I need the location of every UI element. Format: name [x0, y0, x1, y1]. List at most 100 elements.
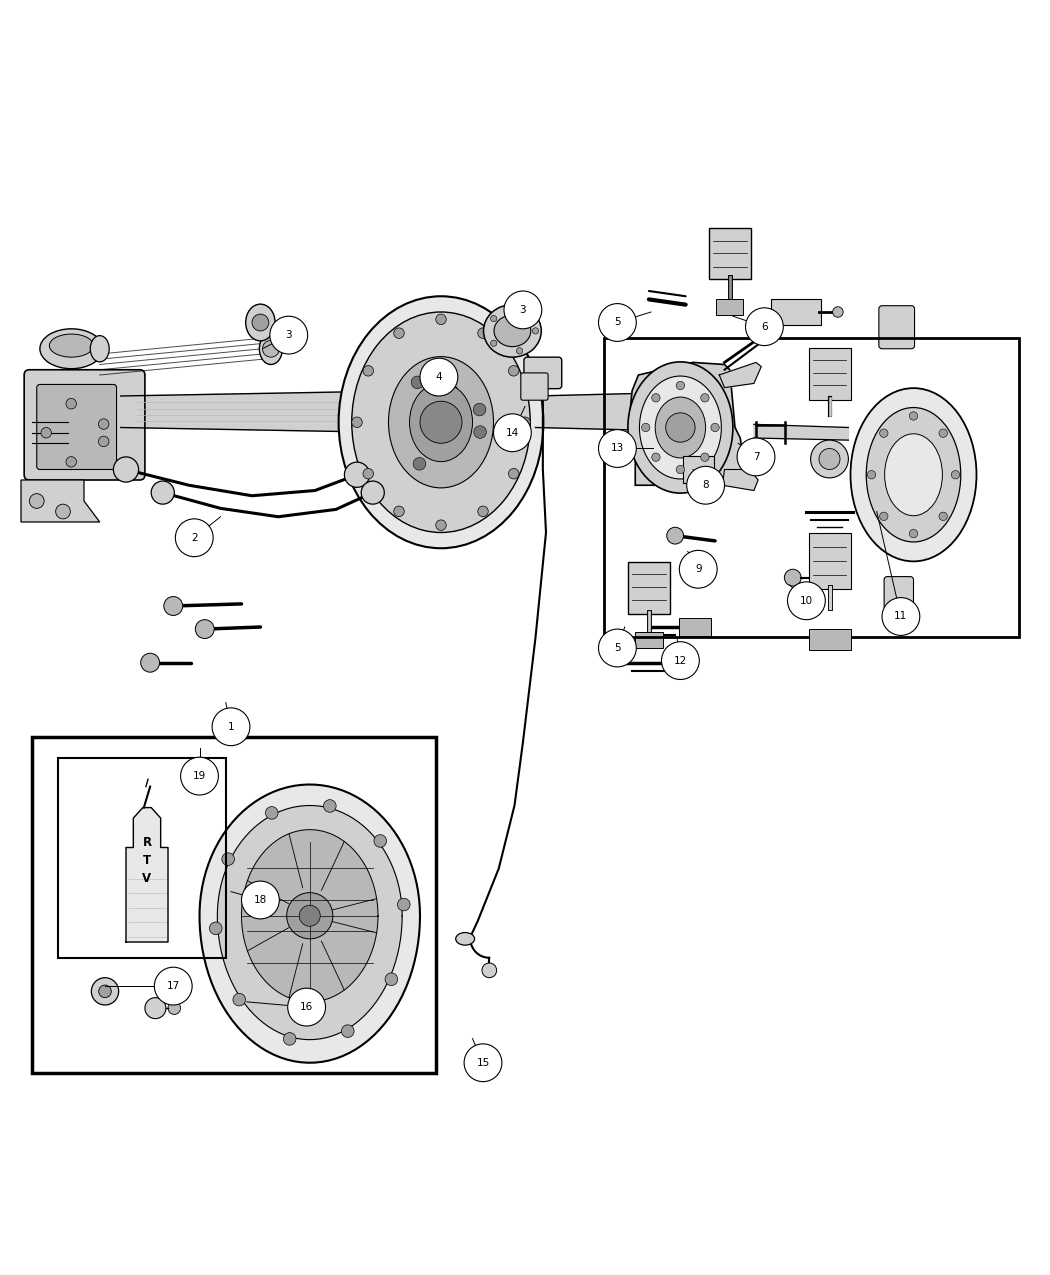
Circle shape — [939, 513, 947, 520]
Circle shape — [662, 641, 699, 680]
Text: 11: 11 — [895, 612, 907, 621]
Circle shape — [287, 892, 333, 938]
Circle shape — [811, 440, 848, 478]
Circle shape — [363, 468, 374, 479]
Circle shape — [233, 993, 246, 1006]
Circle shape — [642, 423, 650, 432]
Circle shape — [436, 520, 446, 530]
Text: V: V — [143, 872, 151, 886]
Circle shape — [266, 807, 278, 820]
Circle shape — [374, 835, 386, 848]
Ellipse shape — [90, 335, 109, 362]
Circle shape — [212, 708, 250, 746]
Ellipse shape — [639, 376, 721, 479]
Circle shape — [867, 470, 876, 479]
FancyBboxPatch shape — [24, 370, 145, 479]
Ellipse shape — [456, 932, 475, 945]
Circle shape — [880, 428, 888, 437]
Circle shape — [652, 394, 660, 402]
Circle shape — [344, 462, 370, 487]
Ellipse shape — [352, 312, 530, 533]
Ellipse shape — [49, 334, 93, 357]
Circle shape — [882, 598, 920, 635]
Text: 7: 7 — [753, 451, 759, 462]
Polygon shape — [21, 479, 100, 521]
Circle shape — [700, 453, 709, 462]
Circle shape — [490, 340, 497, 347]
Circle shape — [352, 417, 362, 427]
FancyBboxPatch shape — [808, 348, 850, 400]
FancyBboxPatch shape — [37, 385, 117, 469]
Circle shape — [284, 1033, 296, 1045]
Circle shape — [394, 328, 404, 338]
Circle shape — [598, 430, 636, 468]
Circle shape — [788, 581, 825, 620]
Circle shape — [341, 1025, 354, 1038]
Ellipse shape — [628, 362, 733, 493]
Circle shape — [784, 569, 801, 586]
Polygon shape — [242, 830, 378, 1002]
Circle shape — [222, 853, 234, 866]
Circle shape — [141, 653, 160, 672]
FancyBboxPatch shape — [628, 562, 670, 615]
FancyBboxPatch shape — [635, 632, 663, 648]
Circle shape — [113, 456, 139, 482]
Circle shape — [532, 328, 539, 334]
Ellipse shape — [494, 315, 530, 347]
Polygon shape — [722, 469, 758, 491]
FancyBboxPatch shape — [808, 533, 850, 589]
Circle shape — [323, 799, 336, 812]
Ellipse shape — [246, 305, 275, 340]
FancyBboxPatch shape — [709, 228, 751, 279]
Circle shape — [951, 470, 960, 479]
Text: 12: 12 — [674, 655, 687, 666]
FancyBboxPatch shape — [808, 629, 850, 650]
Circle shape — [482, 963, 497, 978]
Circle shape — [66, 456, 77, 467]
Circle shape — [478, 506, 488, 516]
Text: R: R — [143, 835, 151, 849]
Circle shape — [517, 348, 523, 354]
Circle shape — [195, 620, 214, 639]
Circle shape — [746, 307, 783, 346]
Circle shape — [252, 314, 269, 332]
Ellipse shape — [483, 305, 542, 357]
Circle shape — [436, 314, 446, 325]
Circle shape — [99, 986, 111, 997]
Text: 10: 10 — [800, 595, 813, 606]
Ellipse shape — [850, 388, 976, 561]
FancyBboxPatch shape — [679, 617, 711, 636]
Circle shape — [262, 340, 279, 357]
Circle shape — [508, 366, 519, 376]
Circle shape — [490, 315, 497, 321]
FancyBboxPatch shape — [682, 456, 714, 483]
Bar — [604, 338, 1018, 638]
Circle shape — [652, 453, 660, 462]
Circle shape — [478, 328, 488, 338]
Circle shape — [91, 978, 119, 1005]
FancyBboxPatch shape — [524, 357, 562, 389]
Polygon shape — [217, 806, 402, 1039]
Circle shape — [679, 551, 717, 588]
Circle shape — [181, 757, 218, 796]
Circle shape — [676, 465, 685, 474]
Text: 5: 5 — [614, 317, 621, 328]
Bar — [32, 737, 436, 1074]
FancyBboxPatch shape — [521, 372, 548, 400]
Ellipse shape — [388, 357, 494, 488]
Circle shape — [154, 968, 192, 1005]
Circle shape — [299, 905, 320, 926]
Circle shape — [700, 394, 709, 402]
Circle shape — [412, 376, 424, 389]
Circle shape — [504, 291, 542, 329]
Ellipse shape — [259, 333, 282, 365]
Circle shape — [394, 506, 404, 516]
Ellipse shape — [410, 382, 472, 462]
Polygon shape — [754, 425, 848, 440]
Circle shape — [676, 381, 685, 390]
Text: 14: 14 — [506, 427, 519, 437]
Text: 17: 17 — [167, 980, 180, 991]
Circle shape — [420, 358, 458, 397]
Circle shape — [168, 1002, 181, 1015]
Circle shape — [517, 307, 523, 314]
